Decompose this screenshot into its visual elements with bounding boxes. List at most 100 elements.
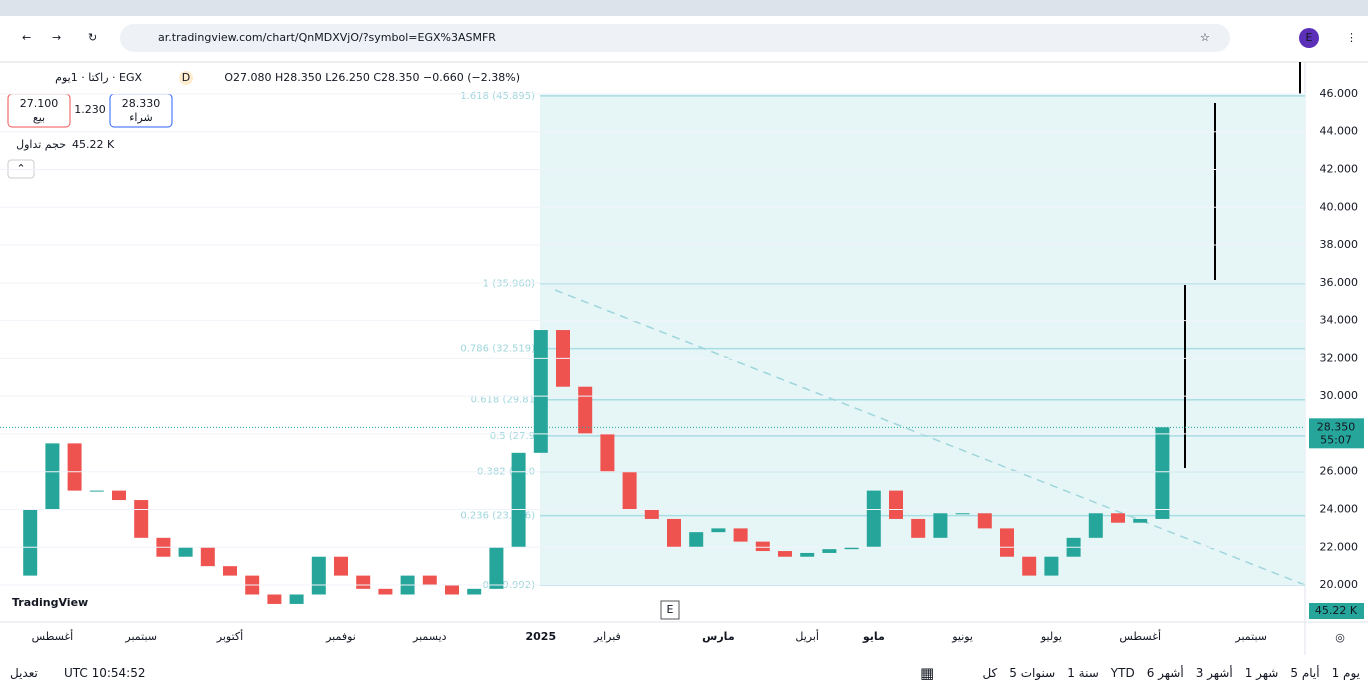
adjust-button[interactable]: تعديل: [10, 665, 38, 680]
candle: [644, 509, 659, 519]
candle: [844, 547, 859, 550]
x-tick-label: يونيو: [951, 630, 973, 643]
x-tick-label: مايو: [862, 630, 885, 643]
volume-tag: [1309, 603, 1364, 619]
candle: [622, 471, 637, 510]
candle: [200, 547, 215, 567]
candle: [223, 566, 237, 576]
x-tick-label: نوفمبر: [325, 630, 356, 643]
y-tick-label: 40.000: [1320, 200, 1359, 213]
fib-label: 0 (19.992): [483, 580, 535, 591]
candle: [1088, 513, 1103, 538]
candle: [445, 585, 459, 595]
candle: [45, 443, 60, 510]
candle: [1022, 556, 1037, 576]
candle: [933, 513, 948, 538]
back-button[interactable]: ←: [22, 31, 31, 44]
y-tick-label: 30.000: [1320, 389, 1359, 402]
candle: [911, 518, 926, 538]
y-tick-label: 38.000: [1320, 238, 1359, 251]
address-bar[interactable]: [120, 24, 1230, 52]
date-range-button[interactable]: ▦: [920, 663, 935, 682]
y-tick-label: 26.000: [1320, 465, 1359, 478]
reload-button[interactable]: ↻: [88, 31, 97, 44]
interval-badge: [179, 71, 193, 85]
candle: [89, 490, 104, 492]
bottom-toolbar: تعديل UTC 10:54:52 ▦ 1 يوم 5 أيام 1 شهر 3 أ…: [0, 655, 1368, 690]
period-buttons: 1 يوم 5 أيام 1 شهر 3 أشهر 6 أشهر YTD 1 سنة 5 سن…: [982, 666, 1360, 680]
profile-avatar[interactable]: [1299, 28, 1319, 48]
x-tick-label: سبتمبر: [1234, 630, 1267, 643]
candle: [667, 518, 681, 548]
y-tick-label: 42.000: [1320, 162, 1359, 175]
candle: [489, 547, 504, 589]
candle: [1155, 427, 1170, 519]
x-tick-label: أكتوبر: [216, 629, 243, 643]
forward-button[interactable]: →: [52, 31, 61, 44]
fib-label: 1 (35.960): [483, 279, 535, 290]
candle: [178, 547, 193, 557]
collapse-icon: ⌃: [16, 162, 25, 175]
candle: [1133, 518, 1148, 523]
countdown: 55:07: [1320, 433, 1352, 446]
period-button[interactable]: 3 أشهر: [1195, 665, 1233, 680]
event-marker-label: E: [667, 603, 674, 616]
buy-price: 28.330: [122, 97, 161, 110]
fib-label: 1.618 (45.895): [460, 91, 535, 102]
period-button[interactable]: YTD: [1110, 665, 1135, 680]
x-tick-label: ديسمبر: [412, 630, 447, 643]
screen: ← → ↻ ar.tradingview.com/chart/QnMDXVjO/…: [0, 0, 1368, 655]
candle: [778, 551, 792, 557]
sell-label: بيع: [33, 111, 45, 124]
period-button[interactable]: 1 يوم: [1331, 665, 1360, 680]
y-tick-label: 36.000: [1320, 276, 1359, 289]
period-button[interactable]: 5 سنوات: [1009, 665, 1056, 680]
candle: [112, 490, 126, 501]
volume-legend-value: 45.22 K: [72, 138, 115, 151]
y-tick-label: 44.000: [1320, 125, 1359, 138]
y-tick-label: 46.000: [1320, 87, 1359, 100]
settings[interactable]: ◎: [1335, 631, 1345, 644]
y-tick-label: 32.000: [1320, 351, 1359, 364]
spread: 1.230: [74, 103, 106, 116]
fib-label: 0.236 (23.676): [460, 511, 535, 522]
url: ar.tradingview.com/chart/QnMDXVjO/?symbo…: [158, 31, 496, 44]
candle: [356, 575, 371, 589]
y-tick-label: 34.000: [1320, 314, 1359, 327]
candle: [23, 509, 38, 576]
last-price-label: 28.350: [1317, 420, 1356, 433]
candle: [378, 588, 393, 595]
candle: [267, 594, 282, 604]
tab-strip: [0, 0, 1368, 16]
interval: D: [182, 71, 190, 84]
x-tick-label: 2025: [525, 630, 556, 643]
candle: [955, 513, 970, 515]
candle: [1111, 513, 1125, 523]
candle: [511, 452, 526, 548]
candle: [800, 552, 815, 557]
candle: [755, 541, 770, 552]
period-button[interactable]: 5 أيام: [1290, 665, 1320, 680]
y-tick-label: 20.000: [1320, 578, 1359, 591]
candle: [422, 575, 437, 586]
symbol: راكتا · 1يوم · EGX: [55, 71, 142, 84]
bookmark-star[interactable]: ☆: [1200, 31, 1210, 44]
watermark: TradingView: [12, 596, 88, 609]
period-button[interactable]: 1 سنة: [1067, 665, 1099, 680]
period-button[interactable]: 1 شهر: [1244, 665, 1279, 680]
y-tick-label: 22.000: [1320, 540, 1359, 553]
period-button[interactable]: كل: [982, 665, 998, 680]
volume-legend-label: حجم تداول: [16, 138, 66, 151]
candle: [533, 330, 548, 453]
profile-initial: E: [1306, 31, 1313, 44]
menu[interactable]: ⋮: [1346, 31, 1357, 44]
candle: [67, 443, 82, 491]
x-tick-label: سبتمبر: [124, 630, 157, 643]
x-tick-label: أبريل: [795, 629, 819, 643]
fib-label: 0.5 (27.9: [490, 431, 535, 442]
event-marker[interactable]: [660, 600, 680, 620]
candle: [578, 386, 593, 434]
period-button[interactable]: 6 أشهر: [1146, 665, 1184, 680]
candle: [467, 588, 482, 595]
